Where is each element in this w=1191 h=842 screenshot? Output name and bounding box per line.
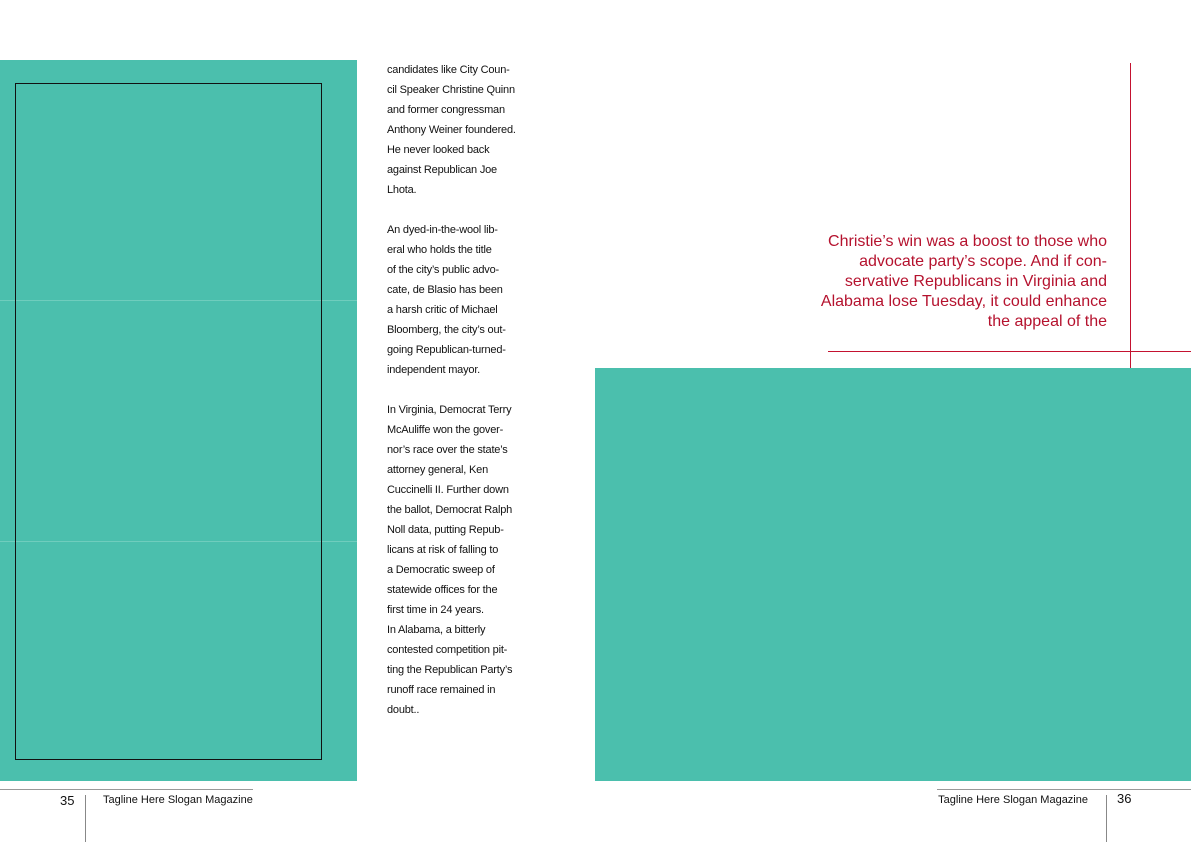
body-text-line: nor’s race over the state’s <box>387 444 508 456</box>
pull-quote-line: servative Republicans in Virginia and <box>844 273 1107 290</box>
body-text-line: eral who holds the title <box>387 244 492 256</box>
body-text-line: Noll data, putting Repub- <box>387 524 504 536</box>
body-text-line: the ballot, Democrat Ralph <box>387 504 513 516</box>
body-text-line: An dyed-in-the-wool lib- <box>387 224 498 236</box>
body-text-column: candidates like City Coun-cil Speaker Ch… <box>387 60 537 720</box>
pull-quote: Christie’s win was a boost to those who a… <box>780 232 1107 332</box>
body-text-line: doubt.. <box>387 704 420 716</box>
body-text-line: statewide offices for the <box>387 584 498 596</box>
footer-divider-left <box>85 795 86 842</box>
footer-rule-left <box>0 789 253 790</box>
page-number-left: 35 <box>60 793 75 808</box>
body-text-line: candidates like City Coun- <box>387 64 510 76</box>
body-text-line: He never looked back <box>387 144 490 156</box>
red-vertical-rule <box>1130 63 1131 590</box>
image-frame <box>15 83 322 760</box>
body-text-line: Anthony Weiner foundered. <box>387 124 516 136</box>
body-text-line: In Alabama, a bitterly <box>387 624 486 636</box>
footer-rule-right <box>937 789 1191 790</box>
body-text-line: a harsh critic of Michael <box>387 304 498 316</box>
body-text-line: Lhota. <box>387 184 417 196</box>
pull-quote-line: Alabama lose Tuesday, it could enhance <box>820 293 1107 310</box>
body-text-line <box>387 380 537 400</box>
body-text-line: cil Speaker Christine Quinn <box>387 84 515 96</box>
body-text-line: ting the Republican Party’s <box>387 664 513 676</box>
tagline-right: Tagline Here Slogan Magazine <box>938 794 1088 806</box>
guide-line <box>0 300 357 301</box>
body-text-line: cate, de Blasio has been <box>387 284 503 296</box>
body-text-line: Cuccinelli II. Further down <box>387 484 509 496</box>
body-text-line <box>387 200 537 220</box>
pull-quote-line: advocate party’s scope. And if con- <box>859 253 1107 270</box>
image-placeholder-right <box>595 368 1191 781</box>
body-text-line: a Democratic sweep of <box>387 564 495 576</box>
body-text-line: licans at risk of falling to <box>387 544 499 556</box>
body-text-line: against Republican Joe <box>387 164 497 176</box>
pull-quote-line: Christie’s win was a boost to those who <box>828 233 1107 250</box>
body-text-line: contested competition pit- <box>387 644 508 656</box>
guide-line <box>0 541 357 542</box>
body-text-line: runoff race remained in <box>387 684 496 696</box>
pull-quote-line: the appeal of the <box>987 313 1107 330</box>
body-text-line: attorney general, Ken <box>387 464 488 476</box>
body-text-line: independent mayor. <box>387 364 481 376</box>
red-horizontal-rule <box>828 351 1191 352</box>
page-number-right: 36 <box>1117 791 1132 806</box>
image-placeholder-left <box>0 60 357 781</box>
body-text-line: of the city’s public advo- <box>387 264 499 276</box>
body-text-line: In Virginia, Democrat Terry <box>387 404 512 416</box>
body-text-line: and former congressman <box>387 104 505 116</box>
body-text-line: Bloomberg, the city’s out- <box>387 324 506 336</box>
tagline-left: Tagline Here Slogan Magazine <box>103 794 253 806</box>
body-text-line: first time in 24 years. <box>387 604 484 616</box>
body-text-line: going Republican-turned- <box>387 344 506 356</box>
body-text-line: McAuliffe won the gover- <box>387 424 504 436</box>
footer-divider-right <box>1106 795 1107 842</box>
